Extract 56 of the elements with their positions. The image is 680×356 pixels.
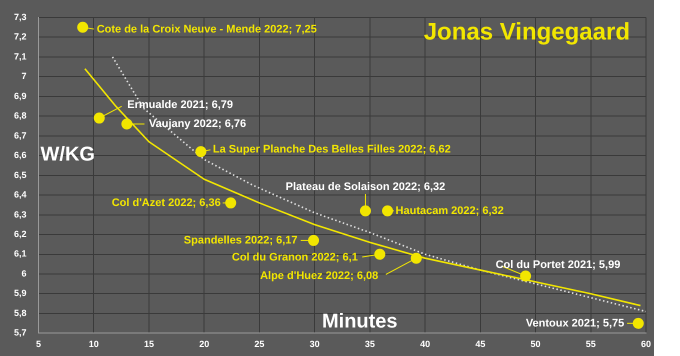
y-tick-label: 5,7 — [14, 328, 27, 338]
point — [410, 252, 422, 264]
y-tick-label: 6,3 — [14, 209, 27, 220]
x-tick-label: 10 — [88, 339, 99, 350]
x-tick-label: 5 — [36, 339, 42, 350]
point — [77, 22, 88, 33]
point — [374, 248, 386, 260]
point — [382, 205, 394, 216]
y-tick-label: 6 — [21, 268, 27, 278]
y-tick-label: 6,4 — [14, 190, 27, 200]
y-tick-label: 6,1 — [14, 248, 27, 259]
y-tick-label: 6,7 — [14, 130, 27, 140]
data-label: La Super Planche Des Belles Filles 2022; 6,62 — [212, 144, 451, 156]
y-tick-label: 6,8 — [14, 110, 27, 121]
x-tick-label: 30 — [310, 339, 320, 350]
point — [121, 118, 132, 130]
y-tick-label: 7,1 — [14, 51, 27, 62]
y-tick-label: 7 — [21, 71, 27, 82]
data-label: Spandelles 2022; 6,17 — [184, 234, 298, 246]
y-tick-label: 6,6 — [14, 150, 27, 160]
data-label: Plateau de Solaison 2022; 6,32 — [286, 180, 446, 193]
point — [195, 146, 206, 158]
y-axis-title: W/KG — [40, 144, 95, 166]
x-tick-label: 50 — [530, 339, 541, 350]
data-label: Cote de la Croix Neuve - Mende 2022; 7,25 — [96, 23, 317, 36]
point — [94, 112, 105, 124]
x-tick-label: 40 — [420, 339, 430, 350]
x-tick-label: 25 — [254, 339, 264, 350]
data-label: Hautacam 2022; 6,32 — [396, 204, 504, 217]
y-tick-label: 5,8 — [14, 308, 27, 318]
point — [520, 270, 532, 282]
x-tick-label: 15 — [144, 339, 154, 350]
data-label: Col d'Azet 2022; 6,36 — [112, 196, 221, 209]
point — [360, 205, 371, 216]
x-tick-label: 60 — [640, 339, 652, 350]
data-label: Col du Granon 2022; 6,1 — [232, 251, 358, 264]
data-label: Ermualde 2021; 6,79 — [127, 99, 234, 112]
data-label: Ventoux 2021; 5,75 — [526, 317, 624, 330]
x-tick-label: 45 — [475, 339, 486, 350]
point — [632, 318, 644, 329]
chart-title: Jonas Vingegaard — [424, 18, 630, 46]
y-tick-label: 7,3 — [14, 12, 27, 22]
point — [225, 197, 236, 208]
x-tick-label: 35 — [364, 339, 375, 350]
y-tick-label: 6,9 — [14, 90, 27, 101]
point — [308, 234, 320, 246]
y-tick-label: 7,2 — [14, 32, 27, 42]
data-label: Col du Portet 2021; 5,99 — [496, 258, 620, 271]
y-tick-label: 5,9 — [14, 288, 27, 298]
data-label: Alpe d'Huez 2022; 6,08 — [260, 270, 378, 282]
x-tick-label: 20 — [199, 339, 210, 350]
y-tick-label: 6,2 — [14, 228, 27, 239]
y-tick-label: 6,5 — [14, 170, 27, 180]
x-axis-title: Minutes — [322, 310, 398, 333]
x-tick-label: 55 — [586, 339, 596, 350]
data-label: Vaujany 2022; 6,76 — [148, 118, 246, 130]
